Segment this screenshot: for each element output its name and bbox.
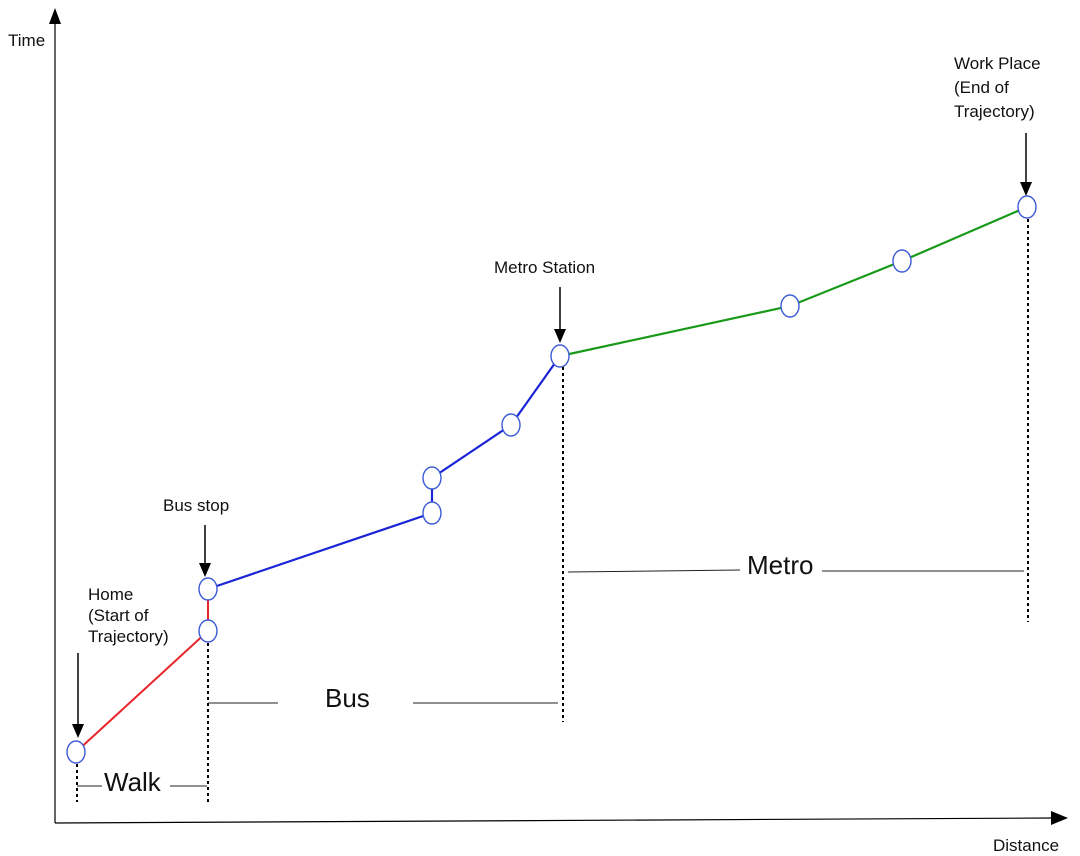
trajectory-points bbox=[66, 195, 1037, 764]
metro-point bbox=[892, 249, 912, 273]
walk-label: Walk bbox=[104, 767, 162, 797]
metro-station-annotation: Metro Station bbox=[494, 258, 595, 277]
bus-label: Bus bbox=[325, 683, 370, 713]
work-place-annotation-line-3: Trajectory) bbox=[954, 102, 1035, 121]
segment-spans bbox=[77, 569, 1024, 787]
bus-stop-annotation: Bus stop bbox=[163, 496, 229, 515]
work-place-annotation-line-2: (End of bbox=[954, 78, 1009, 97]
bus-stop-arrow-head bbox=[199, 563, 211, 577]
bus-segment bbox=[207, 355, 561, 591]
home-annotation-line-1: Home bbox=[88, 585, 133, 604]
metro-label: Metro bbox=[747, 550, 813, 580]
annotations: Home (Start of Trajectory) Bus stop Metr… bbox=[88, 54, 1041, 646]
x-axis-label: Distance bbox=[993, 836, 1059, 855]
bus-point bbox=[422, 501, 442, 525]
metro-span-left bbox=[567, 569, 741, 573]
metro-point bbox=[780, 294, 800, 318]
trajectory-segments bbox=[75, 205, 1028, 753]
work-place-arrow-head bbox=[1020, 182, 1032, 196]
metro-station-point bbox=[550, 344, 570, 368]
x-axis-arrow bbox=[1051, 811, 1068, 825]
segment-labels: Walk Bus Metro bbox=[104, 550, 813, 797]
bus-point bbox=[501, 413, 521, 437]
bus-stop-point bbox=[198, 577, 218, 601]
home-annotation-line-3: Trajectory) bbox=[88, 627, 169, 646]
home-annotation-line-2: (Start of bbox=[88, 606, 149, 625]
walk-point bbox=[198, 619, 218, 643]
metro-station-arrow-head bbox=[554, 329, 566, 343]
home-arrow-head bbox=[72, 724, 84, 738]
annotation-arrows bbox=[72, 133, 1032, 738]
bus-point bbox=[422, 466, 442, 490]
metro-segment bbox=[559, 205, 1028, 358]
boundary-lines bbox=[76, 219, 1029, 802]
work-place-point bbox=[1017, 195, 1037, 219]
x-axis bbox=[54, 817, 1053, 824]
work-place-annotation-line-1: Work Place bbox=[954, 54, 1041, 73]
y-axis-label: Time bbox=[8, 31, 45, 50]
home-point bbox=[66, 740, 86, 764]
y-axis-arrow bbox=[49, 8, 61, 24]
axes: Time Distance bbox=[8, 8, 1068, 855]
